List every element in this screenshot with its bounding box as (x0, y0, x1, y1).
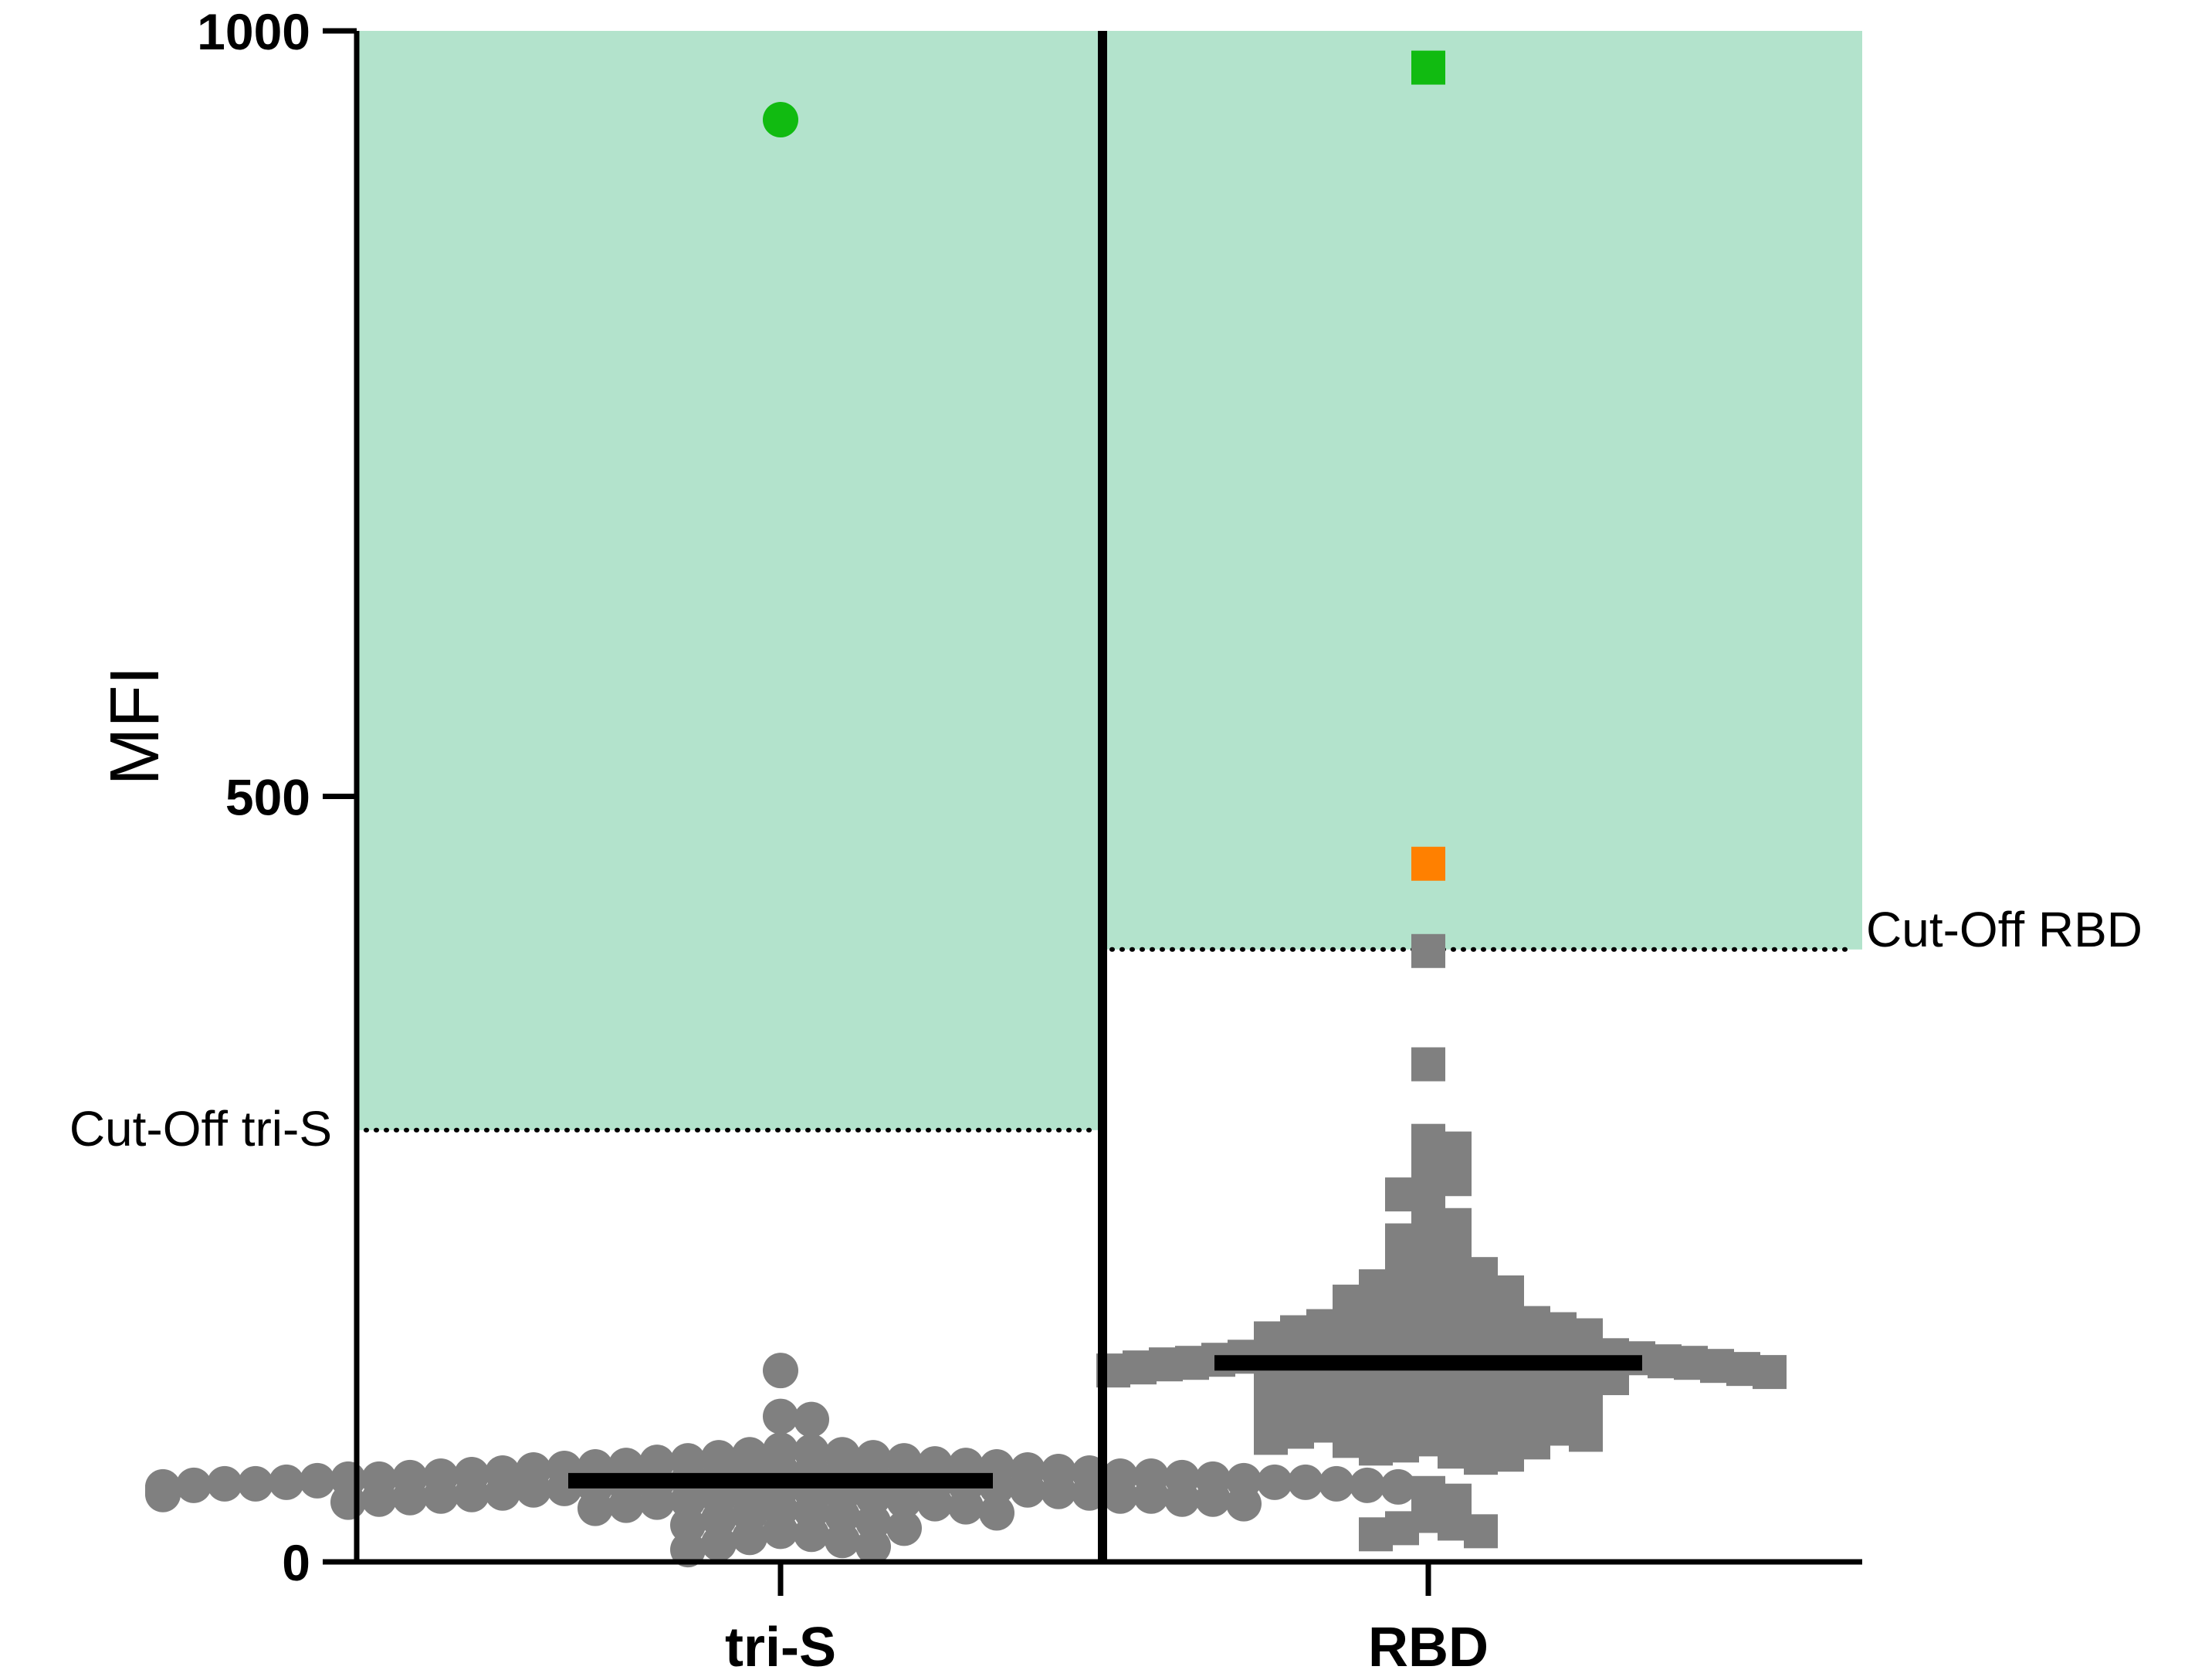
rbd-point-121 (1254, 1421, 1288, 1455)
tri-s-point-94 (578, 1490, 613, 1526)
tri-s-point-52 (1350, 1467, 1385, 1503)
rbd-positive-point-1 (1411, 846, 1445, 881)
tri-s-point-102 (670, 1507, 706, 1543)
tri-s-point-105 (794, 1516, 829, 1553)
tri-s-point-100 (701, 1501, 737, 1537)
tri-s-point-0 (763, 1353, 798, 1389)
tri-s-point-48 (1319, 1465, 1354, 1502)
rbd-point-77 (1753, 1355, 1787, 1390)
tri-s-point-86 (670, 1482, 706, 1519)
x-tick-label-0: tri-S (725, 1617, 836, 1678)
tri-s-point-41 (300, 1462, 335, 1499)
tri-s-positive-point-0 (763, 102, 798, 138)
x-tick-label-1: RBD (1368, 1617, 1489, 1678)
median-lines (568, 1355, 1642, 1489)
y-tick-label-1: 500 (225, 769, 310, 826)
tri-s-point-99 (825, 1498, 860, 1534)
tri-s-point-44 (269, 1464, 304, 1500)
tri-s-point-103 (886, 1510, 922, 1546)
tri-s-point-92 (608, 1487, 644, 1523)
tri-s-point-82 (392, 1479, 428, 1516)
tri-s-point-75 (454, 1476, 489, 1512)
tri-s-point-85 (1195, 1481, 1231, 1517)
tri-s-point-49 (207, 1465, 242, 1502)
tri-s-point-91 (1226, 1485, 1262, 1522)
tri-s-point-56 (1380, 1468, 1416, 1505)
tri-s-point-107 (825, 1522, 860, 1559)
rbd-point-129 (1464, 1441, 1498, 1475)
y-tick-label-0: 0 (282, 1534, 310, 1591)
tri-s-point-110 (670, 1532, 706, 1568)
tri-s-point-53 (176, 1467, 212, 1503)
tri-s-point-93 (948, 1489, 984, 1525)
tri-s-point-64 (516, 1472, 551, 1508)
tri-s-point-84 (361, 1481, 397, 1517)
tri-s-point-88 (639, 1484, 675, 1520)
rbd-point-0 (1411, 933, 1445, 968)
tri-s-point-1 (763, 1398, 798, 1434)
tri-s-point-63 (1010, 1472, 1045, 1508)
tri-s-point-106 (732, 1519, 767, 1556)
tri-s-point-104 (763, 1513, 798, 1550)
rbd-point-135 (1464, 1514, 1498, 1549)
tri-s-point-90 (917, 1485, 953, 1522)
y-axis-title: MFI (97, 666, 174, 786)
tri-s-point-43 (1257, 1464, 1292, 1500)
x-ticks: tri-S RBD (725, 1562, 1489, 1678)
cutoff-label-0: Cut-Off tri-S (69, 1101, 332, 1157)
rbd-point-136 (1359, 1517, 1393, 1552)
tri-s-point-87 (886, 1482, 922, 1519)
tri-s-point-47 (238, 1465, 273, 1502)
tri-s-point-78 (423, 1478, 459, 1514)
rbd-point-119 (1569, 1418, 1603, 1452)
positive-zone-1 (1102, 31, 1862, 950)
y-ticks: 0 500 1000 (197, 3, 357, 1591)
tri-s-point-45 (1288, 1464, 1323, 1500)
positive-zone-0 (357, 31, 1102, 1130)
tri-s-point-66 (1041, 1473, 1076, 1509)
tri-s-point-77 (1102, 1478, 1138, 1514)
y-tick-label-2: 1000 (197, 3, 310, 60)
positive-zones (357, 31, 1862, 1130)
rbd-point-126 (1359, 1431, 1393, 1466)
cutoff-label-1: Cut-Off RBD (1866, 902, 2142, 957)
tri-s-point-2 (794, 1401, 829, 1438)
tri-s-point-109 (855, 1529, 891, 1565)
tri-s-point-79 (1133, 1478, 1169, 1514)
rbd-point-1 (1411, 1047, 1445, 1082)
tri-s-point-69 (485, 1475, 520, 1511)
tri-s-point-76 (145, 1476, 181, 1512)
tri-s-point-89 (330, 1484, 366, 1520)
cutoff-labels: Cut-Off tri-S Cut-Off RBD (69, 902, 2142, 1157)
cutoff-lines (364, 947, 1855, 1133)
tri-s-point-101 (855, 1504, 891, 1540)
tri-s-point-83 (1164, 1481, 1200, 1517)
rbd-positive-point-0 (1411, 50, 1445, 85)
tri-s-point-97 (979, 1495, 1014, 1531)
tri-s-point-81 (855, 1479, 891, 1516)
tri-s-point-108 (701, 1526, 737, 1562)
